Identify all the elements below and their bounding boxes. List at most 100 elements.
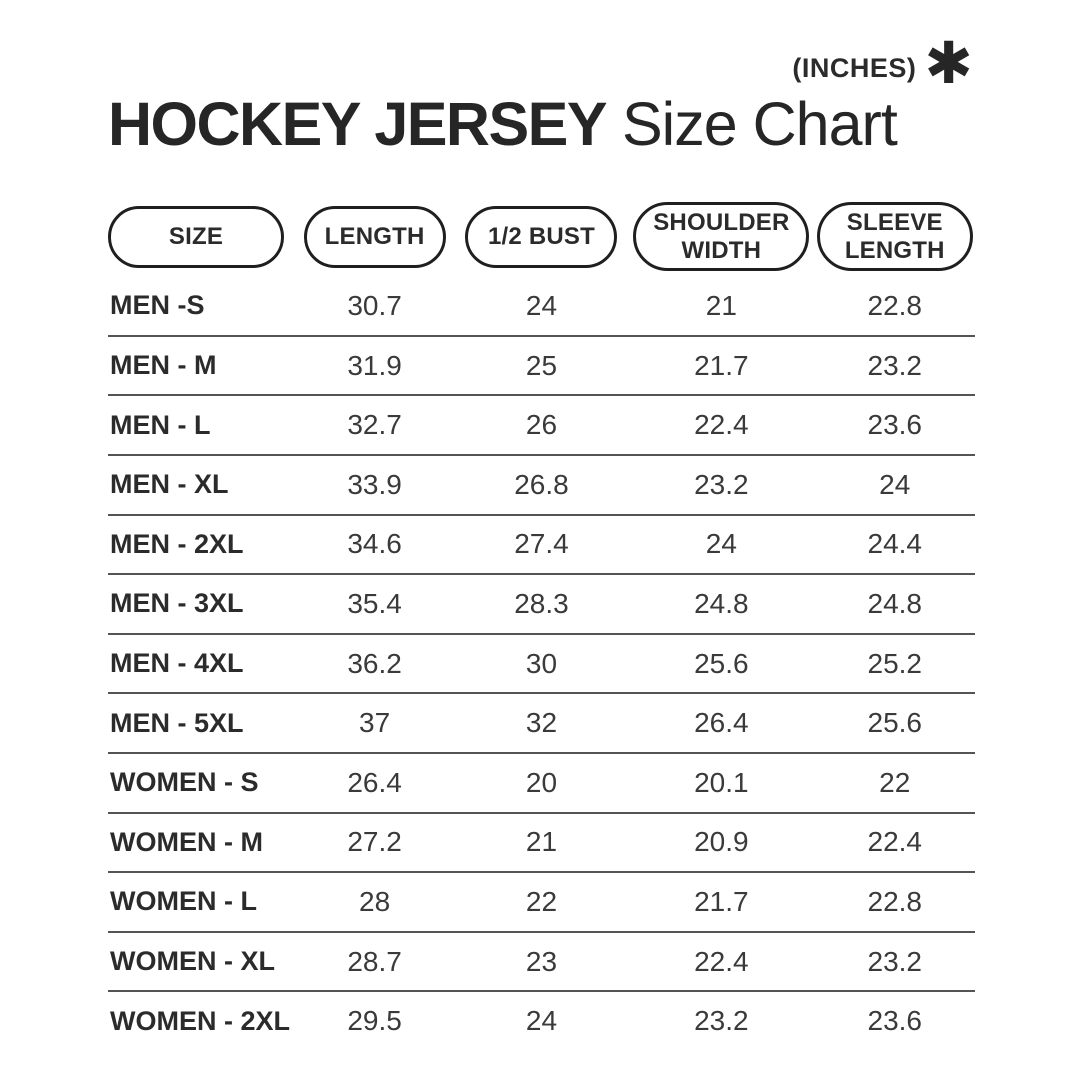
page-title-bold: HOCKEY JERSEY [108, 90, 608, 158]
size-label: WOMEN - 2XL [110, 1005, 290, 1036]
size-label: MEN - 2XL [110, 528, 244, 559]
unit-label: (INCHES) [792, 52, 917, 83]
column-header-cell: SHOULDER WIDTH [628, 202, 814, 272]
table-row: MEN - 3XL 35.4 28.3 24.8 24.8 [108, 575, 975, 635]
size-label: MEN - M [110, 350, 217, 381]
measurement-value: 22.8 [867, 289, 923, 321]
measurement-value: 30.7 [347, 289, 402, 321]
measurement-value: 24 [525, 1005, 558, 1037]
measurement-value: 25.6 [867, 707, 923, 739]
measurement-value: 28.3 [514, 587, 569, 619]
page-title: HOCKEY JERSEY Size Chart [108, 94, 975, 155]
size-label: WOMEN - XL [110, 946, 275, 977]
measurement-value: 24 [879, 468, 911, 500]
measurement-value: 21.7 [694, 349, 749, 381]
measurement-value: 26 [525, 409, 558, 441]
measurement-value: 25.6 [694, 647, 749, 679]
column-header-pill: SIZE [108, 205, 284, 268]
measurement-value: 22.8 [867, 885, 923, 917]
measurement-value: 23.2 [867, 945, 923, 977]
page-title-regular [606, 90, 622, 158]
measurement-value: 23.2 [694, 1005, 749, 1037]
measurement-value: 24.4 [867, 528, 923, 560]
measurement-value: 22 [525, 885, 558, 917]
measurement-value: 23.6 [867, 1005, 923, 1037]
measurement-value: 22 [879, 766, 911, 798]
measurement-value: 25 [525, 349, 558, 381]
measurement-value: 23 [525, 945, 558, 977]
measurement-value: 33.9 [347, 468, 402, 500]
column-header-cell: SIZE [108, 205, 294, 268]
measurement-value: 31.9 [347, 349, 402, 381]
measurement-value: 23.2 [867, 349, 923, 381]
size-label: MEN - 5XL [110, 707, 244, 738]
unit-line: (INCHES) ✱ [108, 31, 975, 96]
table-row: WOMEN - XL 28.7 23 22.4 23.2 [108, 933, 975, 993]
measurement-value: 23.2 [694, 468, 749, 500]
size-label: WOMEN - M [110, 826, 263, 857]
measurement-value: 27.2 [347, 826, 402, 858]
measurement-value: 24.8 [694, 587, 749, 619]
size-label: WOMEN - L [110, 886, 257, 917]
measurement-value: 29.5 [347, 1005, 402, 1037]
measurement-value: 21 [525, 826, 558, 858]
asterisk-icon: ✱ [924, 31, 973, 96]
page-title-regular-text: Size Chart [622, 90, 898, 158]
measurement-value: 25.2 [867, 647, 923, 679]
table-row: MEN -S 30.7 24 21 22.8 [108, 277, 975, 337]
table-row: WOMEN - L 28 22 21.7 22.8 [108, 873, 975, 933]
table-row: MEN - 5XL 37 32 26.4 25.6 [108, 694, 975, 754]
size-label: MEN -S [110, 290, 205, 321]
column-header-pill: 1/2 BUST [465, 205, 618, 268]
measurement-value: 35.4 [347, 587, 402, 619]
size-label: MEN - XL [110, 469, 229, 500]
table-row: MEN - 2XL 34.6 27.4 24 24.4 [108, 516, 975, 576]
column-header-pill: SHOULDER WIDTH [633, 202, 810, 272]
measurement-value: 20.1 [694, 766, 749, 798]
size-table: SIZE LENGTH 1/2 BUST SHOULDER WIDTH SLEEVE L… [108, 202, 975, 1050]
table-row: MEN - M 31.9 25 21.7 23.2 [108, 337, 975, 397]
measurement-value: 28.7 [347, 945, 402, 977]
measurement-value: 24 [525, 289, 558, 321]
column-header-cell: LENGTH [294, 205, 454, 268]
table-row: WOMEN - 2XL 29.5 24 23.2 23.6 [108, 992, 975, 1050]
size-label: WOMEN - S [110, 767, 259, 798]
column-header-cell: SLEEVE LENGTH [815, 202, 975, 272]
column-header-pill: SLEEVE LENGTH [816, 202, 973, 272]
measurement-value: 27.4 [514, 528, 569, 560]
size-label: MEN - L [110, 409, 211, 440]
table-row: WOMEN - M 27.2 21 20.9 22.4 [108, 814, 975, 874]
measurement-value: 21.7 [694, 885, 749, 917]
table-row: WOMEN - S 26.4 20 20.1 22 [108, 754, 975, 814]
measurement-value: 37 [359, 707, 391, 739]
table-body: MEN -S 30.7 24 21 22.8 MEN - M 31.9 25 21.7 23.2 M… [108, 277, 975, 1050]
measurement-value: 24.8 [867, 587, 923, 619]
measurement-value: 26.4 [694, 707, 749, 739]
measurement-value: 36.2 [347, 647, 402, 679]
measurement-value: 30 [525, 647, 558, 679]
chart-header: (INCHES) ✱ HOCKEY JERSEY Size Chart [108, 31, 975, 155]
measurement-value: 22.4 [694, 945, 749, 977]
table-row: MEN - L 32.7 26 22.4 23.6 [108, 396, 975, 456]
measurement-value: 32 [525, 707, 558, 739]
table-header-row: SIZE LENGTH 1/2 BUST SHOULDER WIDTH SLEEVE L… [108, 202, 975, 272]
measurement-value: 26.4 [347, 766, 402, 798]
measurement-value: 21 [705, 289, 737, 321]
table-row: MEN - 4XL 36.2 30 25.6 25.2 [108, 635, 975, 695]
column-header-pill: LENGTH [303, 205, 446, 268]
measurement-value: 28 [359, 885, 391, 917]
size-label: MEN - 3XL [110, 588, 244, 619]
measurement-value: 34.6 [347, 528, 402, 560]
measurement-value: 22.4 [867, 826, 923, 858]
measurement-value: 23.6 [867, 409, 923, 441]
measurement-value: 24 [705, 528, 737, 560]
measurement-value: 26.8 [514, 468, 569, 500]
table-row: MEN - XL 33.9 26.8 23.2 24 [108, 456, 975, 516]
measurement-value: 20 [525, 766, 558, 798]
measurement-value: 20.9 [694, 826, 749, 858]
column-header-cell: 1/2 BUST [455, 205, 628, 268]
size-label: MEN - 4XL [110, 648, 244, 679]
measurement-value: 22.4 [694, 409, 749, 441]
measurement-value: 32.7 [347, 409, 402, 441]
